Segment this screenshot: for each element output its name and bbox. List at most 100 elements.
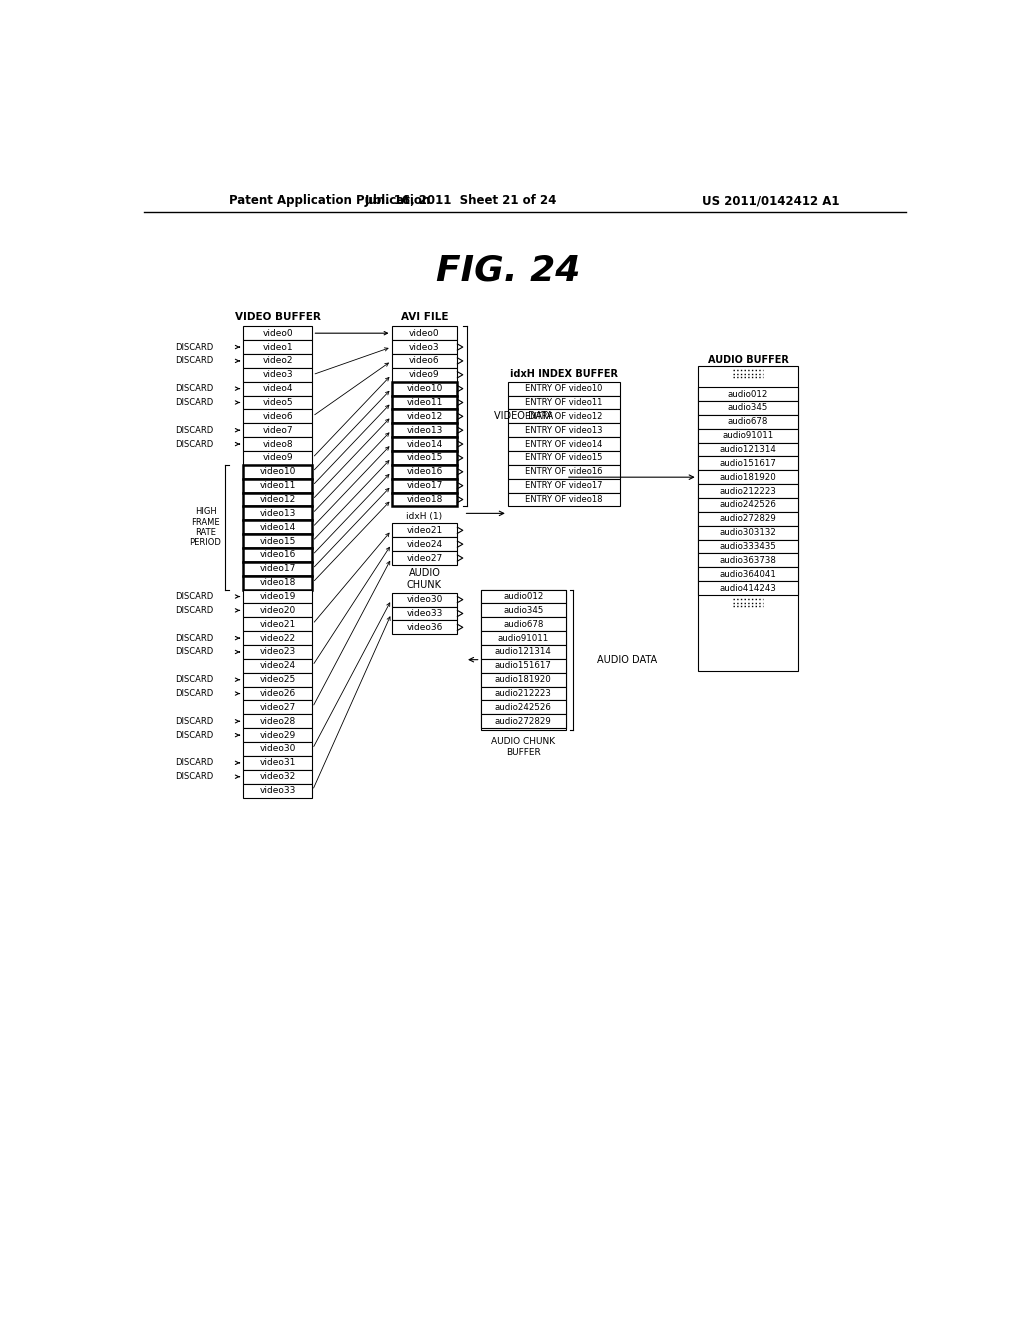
- Bar: [508, 451, 621, 465]
- Bar: [391, 479, 458, 492]
- Bar: [697, 540, 799, 553]
- Text: audio242526: audio242526: [495, 704, 552, 711]
- Bar: [243, 341, 312, 354]
- Text: audio151617: audio151617: [720, 459, 776, 467]
- Text: video21: video21: [259, 620, 296, 628]
- Bar: [697, 568, 799, 581]
- Bar: [697, 581, 799, 595]
- Text: ENTRY OF video14: ENTRY OF video14: [525, 440, 603, 449]
- Bar: [391, 424, 458, 437]
- Text: video29: video29: [259, 731, 296, 739]
- Bar: [243, 492, 312, 507]
- Text: video31: video31: [259, 759, 296, 767]
- Text: HIGH
FRAME
RATE
PERIOD: HIGH FRAME RATE PERIOD: [189, 507, 221, 548]
- Bar: [243, 603, 312, 618]
- Bar: [391, 368, 458, 381]
- Bar: [391, 620, 458, 635]
- Text: audio678: audio678: [728, 417, 768, 426]
- Text: ENTRY OF video12: ENTRY OF video12: [525, 412, 603, 421]
- Bar: [508, 381, 621, 396]
- Text: DISCARD: DISCARD: [175, 634, 213, 643]
- Text: AUDIO DATA: AUDIO DATA: [597, 655, 657, 665]
- Text: video17: video17: [407, 482, 442, 490]
- Bar: [480, 631, 566, 645]
- Bar: [391, 341, 458, 354]
- Text: video16: video16: [259, 550, 296, 560]
- Text: video13: video13: [407, 426, 442, 434]
- Text: audio121314: audio121314: [495, 648, 552, 656]
- Text: audio151617: audio151617: [495, 661, 552, 671]
- Text: ENTRY OF video13: ENTRY OF video13: [525, 426, 603, 434]
- Text: audio272829: audio272829: [495, 717, 552, 726]
- Text: audio181920: audio181920: [720, 473, 776, 482]
- Text: video24: video24: [259, 661, 296, 671]
- Bar: [697, 525, 799, 540]
- Bar: [508, 437, 621, 451]
- Text: ENTRY OF video18: ENTRY OF video18: [525, 495, 603, 504]
- Bar: [243, 396, 312, 409]
- Bar: [697, 553, 799, 568]
- Bar: [508, 465, 621, 479]
- Text: DISCARD: DISCARD: [175, 676, 213, 684]
- Bar: [243, 409, 312, 424]
- Bar: [243, 742, 312, 756]
- Bar: [391, 537, 458, 552]
- Text: video19: video19: [259, 593, 296, 601]
- Bar: [243, 576, 312, 590]
- Bar: [243, 618, 312, 631]
- Text: video26: video26: [259, 689, 296, 698]
- Text: idxH INDEX BUFFER: idxH INDEX BUFFER: [510, 370, 617, 379]
- Bar: [508, 396, 621, 409]
- Bar: [243, 465, 312, 479]
- Bar: [508, 409, 621, 424]
- Bar: [243, 437, 312, 451]
- Text: AVI FILE: AVI FILE: [400, 312, 449, 322]
- Bar: [697, 387, 799, 401]
- Bar: [243, 535, 312, 548]
- Text: video36: video36: [407, 623, 442, 632]
- Text: audio345: audio345: [503, 606, 544, 615]
- Text: video18: video18: [259, 578, 296, 587]
- Bar: [480, 645, 566, 659]
- Text: audio345: audio345: [728, 404, 768, 412]
- Bar: [391, 437, 458, 451]
- Text: idxH (1): idxH (1): [407, 512, 442, 521]
- Text: video5: video5: [262, 399, 293, 407]
- Text: audio272829: audio272829: [720, 515, 776, 523]
- Bar: [480, 659, 566, 673]
- Text: video13: video13: [259, 510, 296, 517]
- Bar: [243, 659, 312, 673]
- Text: DISCARD: DISCARD: [175, 772, 213, 781]
- Bar: [243, 562, 312, 576]
- Text: video3: video3: [410, 343, 439, 351]
- Text: audio91011: audio91011: [498, 634, 549, 643]
- Bar: [697, 498, 799, 512]
- Text: US 2011/0142412 A1: US 2011/0142412 A1: [702, 194, 840, 207]
- Text: video9: video9: [262, 454, 293, 462]
- Bar: [697, 470, 799, 484]
- Text: video8: video8: [262, 440, 293, 449]
- Bar: [391, 326, 458, 341]
- Bar: [243, 326, 312, 341]
- Bar: [480, 618, 566, 631]
- Text: ENTRY OF video16: ENTRY OF video16: [525, 467, 603, 477]
- Bar: [391, 492, 458, 507]
- Text: audio364041: audio364041: [720, 570, 776, 578]
- Bar: [697, 457, 799, 470]
- Text: ENTRY OF video11: ENTRY OF video11: [525, 399, 603, 407]
- Text: DISCARD: DISCARD: [175, 648, 213, 656]
- Text: audio678: audio678: [503, 620, 544, 628]
- Bar: [508, 424, 621, 437]
- Text: DISCARD: DISCARD: [175, 593, 213, 601]
- Bar: [243, 770, 312, 784]
- Text: Patent Application Publication: Patent Application Publication: [228, 194, 430, 207]
- Text: video12: video12: [259, 495, 296, 504]
- Text: ENTRY OF video10: ENTRY OF video10: [525, 384, 603, 393]
- Bar: [243, 507, 312, 520]
- Bar: [480, 673, 566, 686]
- Bar: [480, 714, 566, 729]
- Bar: [243, 520, 312, 535]
- Bar: [243, 424, 312, 437]
- Text: audio91011: audio91011: [722, 432, 773, 440]
- Text: video11: video11: [407, 399, 442, 407]
